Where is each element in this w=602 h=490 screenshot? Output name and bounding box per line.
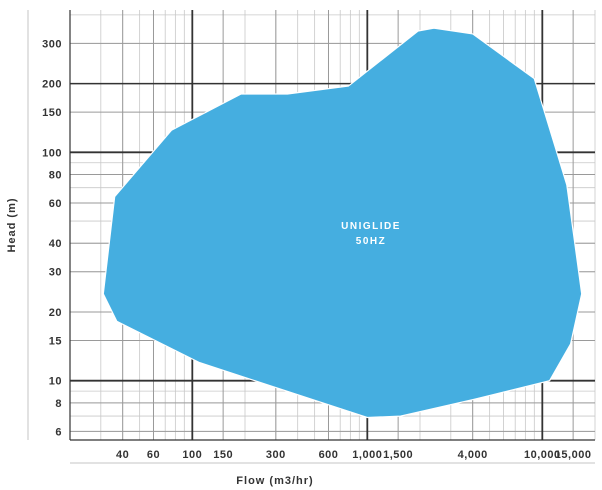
series-label: UNIGLIDE [341,221,401,232]
axes-layer [27,10,595,464]
x-tick-label: 150 [213,449,233,461]
y-tick-label: 8 [55,398,62,410]
y-tick-label: 40 [49,238,62,250]
x-tick-label: 15,000 [555,449,592,461]
x-tick-label: 1,000 [352,449,382,461]
y-axis-label: Head (m) [6,197,18,252]
x-tick-label: 100 [182,449,202,461]
x-tick-label: 1,500 [383,449,413,461]
x-tick-label: 10,000 [524,449,561,461]
y-tick-label: 10 [49,376,62,388]
y-tick-label: 200 [42,79,62,91]
x-tick-label: 4,000 [458,449,488,461]
x-tick-label: 60 [147,449,160,461]
series-label: 50HZ [356,236,386,247]
y-tick-label: 6 [55,426,62,438]
y-tick-label: 60 [49,198,62,210]
x-tick-label: 600 [319,449,339,461]
y-tick-label: 15 [49,335,62,347]
x-tick-label: 300 [266,449,286,461]
series-region [102,27,583,419]
y-tick-label: 20 [49,307,62,319]
y-tick-label: 300 [42,38,62,50]
y-tick-label: 100 [42,147,62,159]
y-tick-label: 150 [42,107,62,119]
x-tick-label: 40 [116,449,129,461]
y-tick-label: 30 [49,267,62,279]
x-axis-label: Flow (m3/hr) [236,475,313,487]
series-layer: UNIGLIDE 50HZ [102,27,583,419]
axis-labels: Flow (m3/hr) Head (m) [6,197,313,487]
tick-labels: 40 60 100 150 300 600 1,000 1,500 4,000 10,00015,… [42,38,591,461]
y-tick-label: 80 [49,169,62,181]
